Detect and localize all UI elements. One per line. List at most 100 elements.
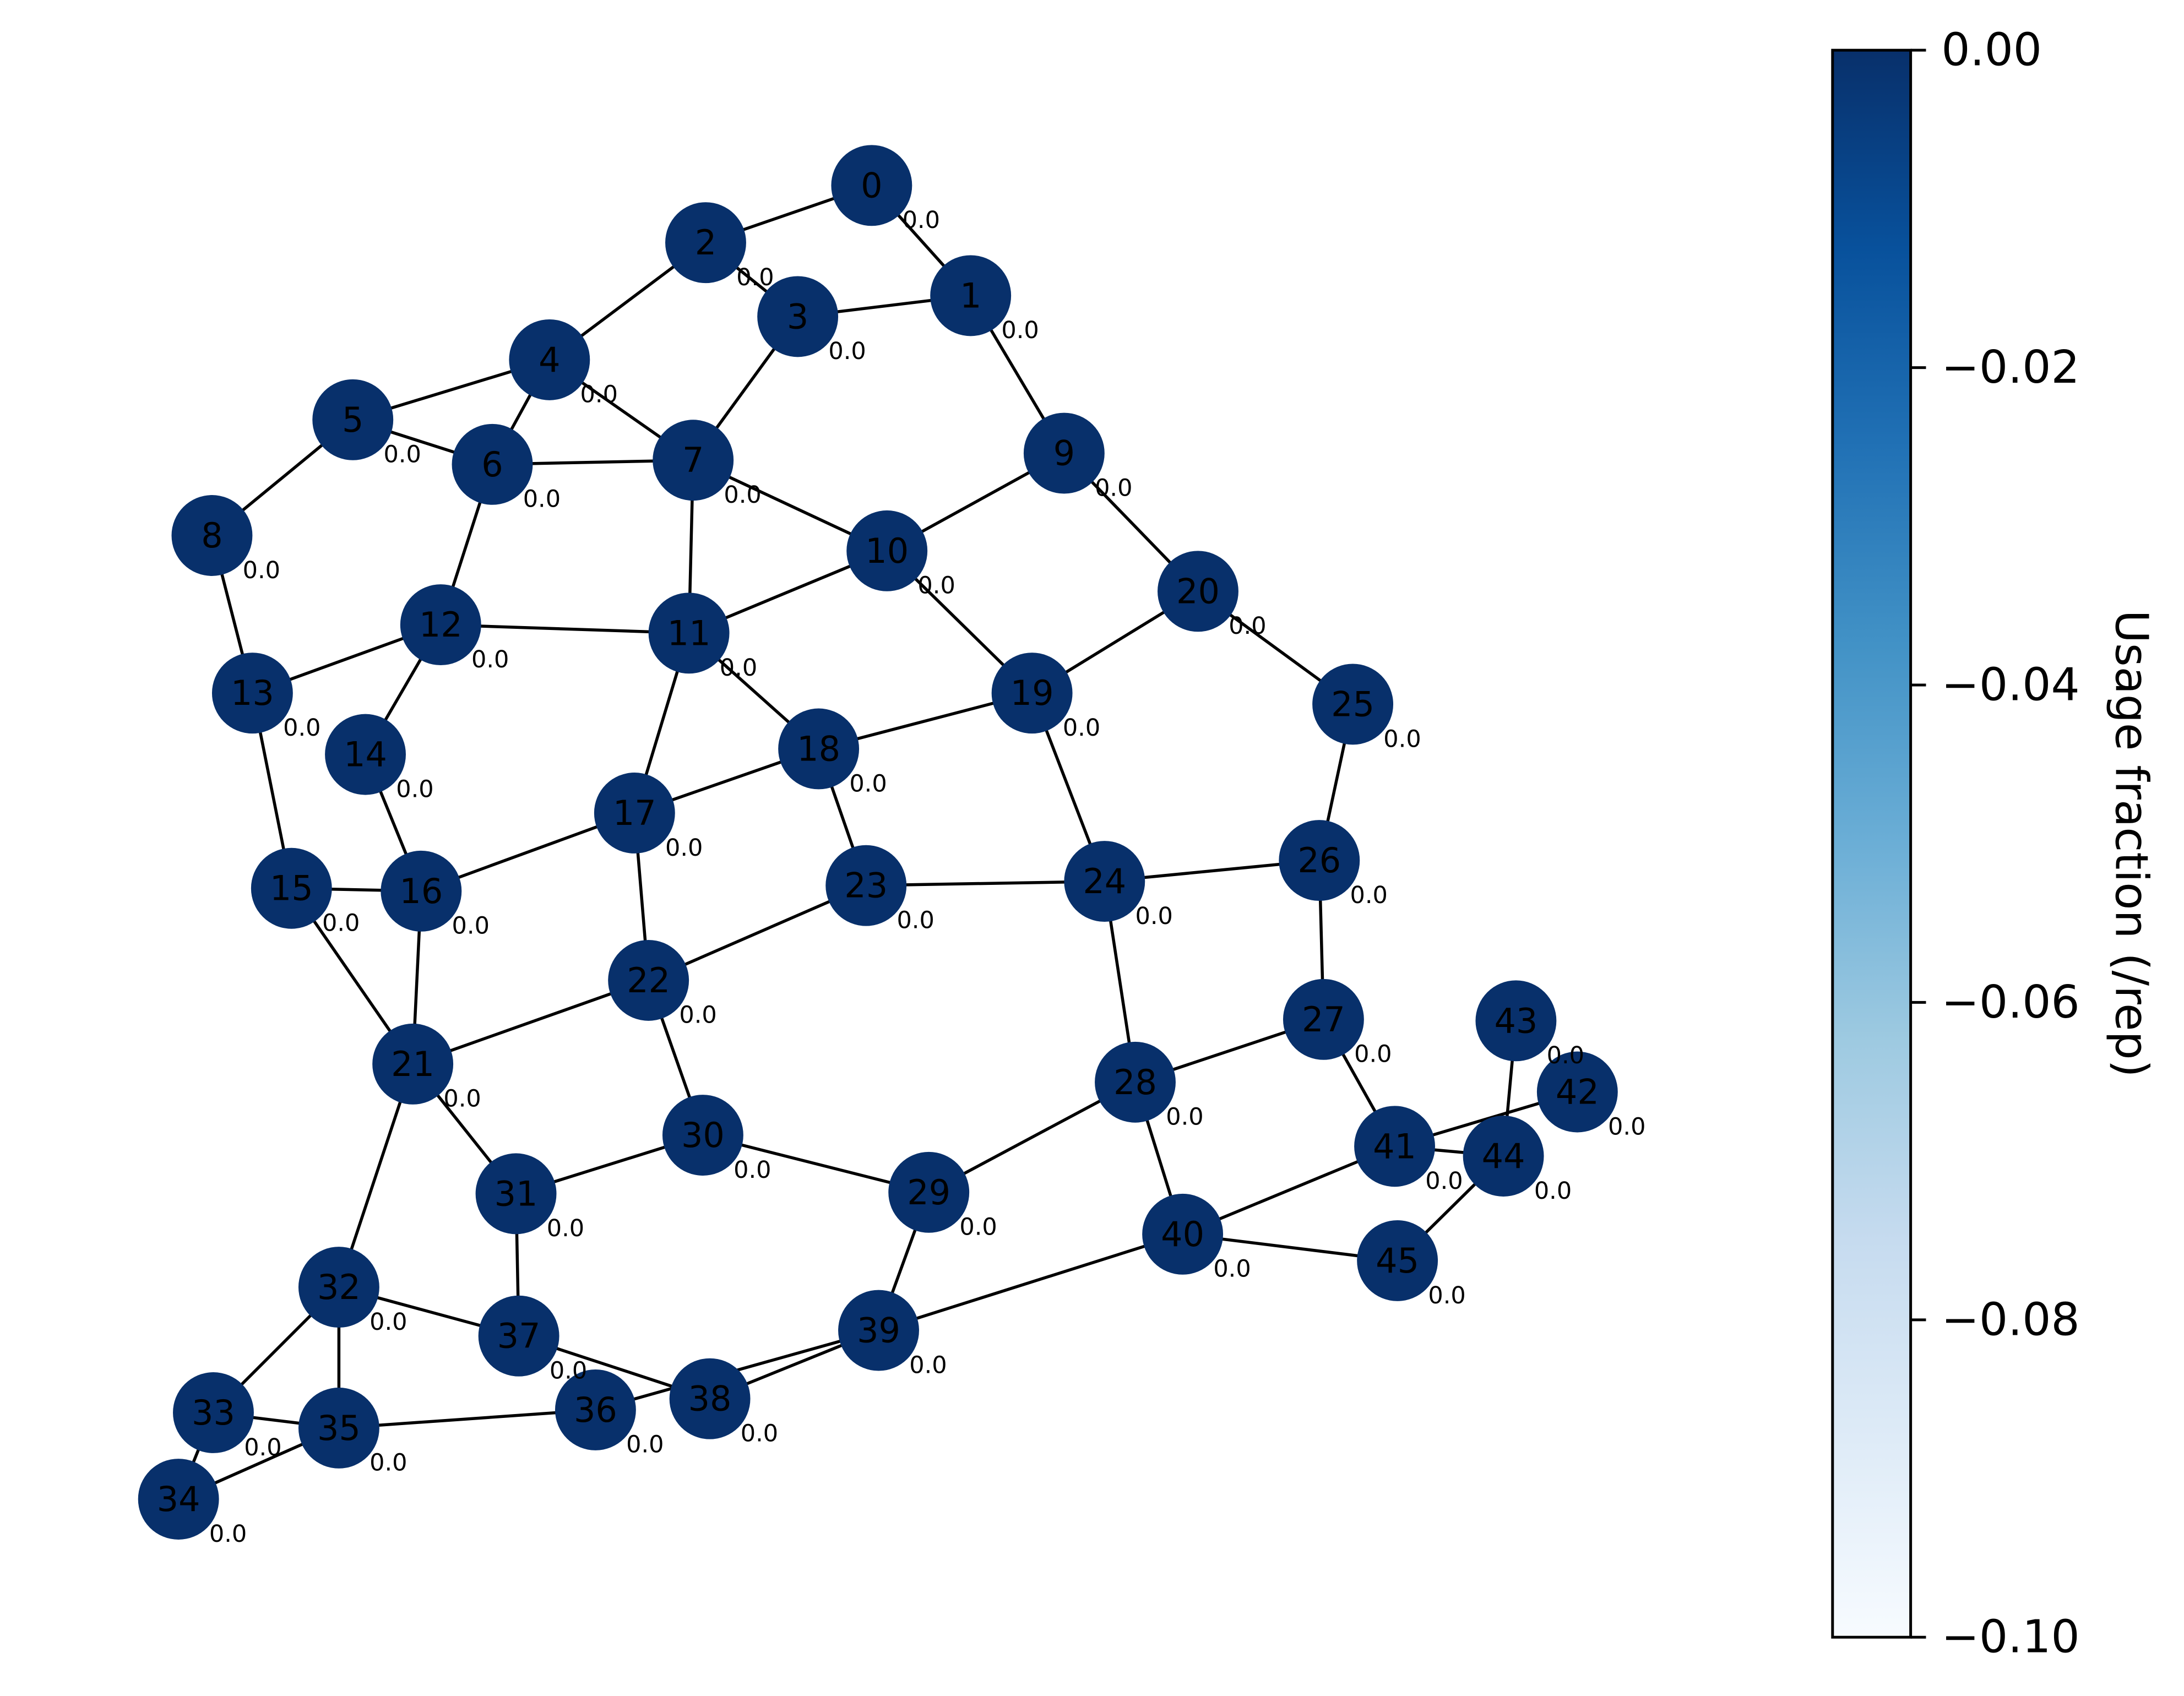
node-37: 370.0 — [478, 1295, 587, 1385]
node-value-label: 0.0 — [1213, 1255, 1251, 1283]
node-value-label: 0.0 — [283, 714, 320, 742]
node-circle — [665, 202, 746, 284]
node-34: 340.0 — [138, 1459, 247, 1548]
node-10: 100.0 — [846, 510, 955, 600]
node-0: 00.0 — [831, 145, 940, 234]
node-value-label: 0.0 — [396, 775, 433, 803]
node-label: 12 — [419, 605, 463, 645]
node-label: 7 — [682, 440, 704, 480]
node-5: 50.0 — [312, 379, 421, 469]
node-value-label: 0.0 — [679, 1002, 716, 1029]
node-value-label: 0.0 — [1166, 1104, 1203, 1131]
node-circle — [452, 423, 533, 505]
node-label: 40 — [1161, 1214, 1204, 1254]
node-label: 33 — [192, 1393, 235, 1433]
node-label: 0 — [861, 165, 882, 205]
edge-12-11 — [441, 623, 689, 635]
node-14: 140.0 — [325, 714, 434, 803]
node-circle — [594, 773, 675, 854]
node-circle — [831, 145, 912, 226]
colorbar-tick-label: −0.06 — [1941, 976, 2079, 1029]
node-label: 4 — [539, 340, 560, 380]
colorbar-tick-label: −0.04 — [1941, 659, 2079, 711]
node-9: 90.0 — [1023, 412, 1132, 502]
node-circle — [778, 708, 860, 790]
node-6: 60.0 — [452, 423, 561, 513]
node-value-label: 0.0 — [523, 486, 561, 513]
node-29: 290.0 — [888, 1151, 997, 1241]
node-value-label: 0.0 — [1063, 714, 1100, 742]
node-value-label: 0.0 — [1547, 1042, 1584, 1069]
node-circle — [138, 1459, 219, 1540]
node-value-label: 0.0 — [243, 557, 280, 584]
node-44: 440.0 — [1463, 1116, 1572, 1205]
node-value-label: 0.0 — [1350, 882, 1388, 909]
node-25: 250.0 — [1312, 664, 1421, 753]
colorbar-frame — [1831, 48, 1913, 1639]
node-circle — [1279, 820, 1360, 901]
node-label: 23 — [844, 866, 888, 906]
node-39: 390.0 — [838, 1290, 947, 1379]
node-label: 22 — [627, 960, 670, 1001]
node-circle — [1312, 664, 1394, 745]
node-value-label: 0.0 — [370, 1308, 407, 1336]
node-value-label: 0.0 — [452, 912, 490, 940]
node-value-label: 0.0 — [1001, 317, 1039, 344]
node-value-label: 0.0 — [909, 1351, 947, 1379]
node-circle — [173, 1372, 254, 1453]
node-circle — [888, 1151, 970, 1233]
node-circle — [211, 653, 293, 734]
node-label: 16 — [399, 871, 443, 911]
node-45: 450.0 — [1357, 1220, 1466, 1309]
node-circle — [478, 1295, 559, 1377]
node-18: 180.0 — [778, 708, 887, 797]
node-circle — [298, 1387, 379, 1469]
node-circle — [669, 1358, 751, 1439]
node-circle — [1475, 980, 1557, 1062]
node-value-label: 0.0 — [828, 338, 866, 365]
node-circle — [648, 592, 730, 674]
node-17: 170.0 — [594, 773, 703, 862]
colorbar: 0.00 −0.02 −0.04 −0.06 −0.08 −0.10 Usage frac… — [1831, 24, 2157, 1664]
edge-35-36 — [339, 1408, 596, 1430]
node-43: 430.0 — [1475, 980, 1584, 1069]
node-label: 20 — [1176, 571, 1220, 611]
node-label: 2 — [695, 222, 716, 263]
node-label: 28 — [1113, 1062, 1157, 1102]
node-value-label: 0.0 — [244, 1434, 281, 1461]
node-label: 5 — [342, 400, 363, 440]
node-label: 31 — [495, 1173, 538, 1214]
node-circle — [312, 379, 394, 460]
node-value-label: 0.0 — [550, 1357, 587, 1385]
node-value-label: 0.0 — [209, 1520, 247, 1548]
node-30: 300.0 — [662, 1095, 772, 1184]
node-circle — [400, 584, 481, 666]
edge-40-39 — [878, 1232, 1183, 1332]
node-label: 27 — [1302, 999, 1345, 1040]
node-value-label: 0.0 — [580, 381, 618, 409]
node-label: 25 — [1331, 684, 1374, 724]
node-label: 39 — [857, 1311, 900, 1351]
node-circle — [555, 1369, 636, 1450]
node-label: 11 — [667, 613, 711, 653]
colorbar-tick-label: 0.00 — [1941, 24, 2042, 77]
node-circle — [251, 847, 332, 929]
colorbar-ticks: 0.00 −0.02 −0.04 −0.06 −0.08 −0.10 — [1910, 24, 2080, 1664]
node-label: 26 — [1297, 840, 1341, 880]
node-label: 30 — [681, 1115, 725, 1155]
node-value-label: 0.0 — [443, 1085, 481, 1113]
node-value-label: 0.0 — [1534, 1177, 1572, 1205]
node-circle — [1357, 1220, 1438, 1301]
node-value-label: 0.0 — [720, 654, 757, 682]
node-20: 200.0 — [1158, 551, 1267, 640]
node-42: 420.0 — [1536, 1051, 1645, 1140]
node-value-label: 0.0 — [547, 1215, 584, 1242]
node-value-label: 0.0 — [626, 1431, 664, 1459]
node-circle — [171, 495, 253, 576]
node-value-label: 0.0 — [741, 1420, 778, 1447]
colorbar-tick-label: −0.10 — [1941, 1611, 2079, 1664]
node-circle — [825, 845, 907, 926]
node-19: 190.0 — [991, 653, 1100, 742]
colorbar-tick-label: −0.02 — [1941, 341, 2079, 394]
